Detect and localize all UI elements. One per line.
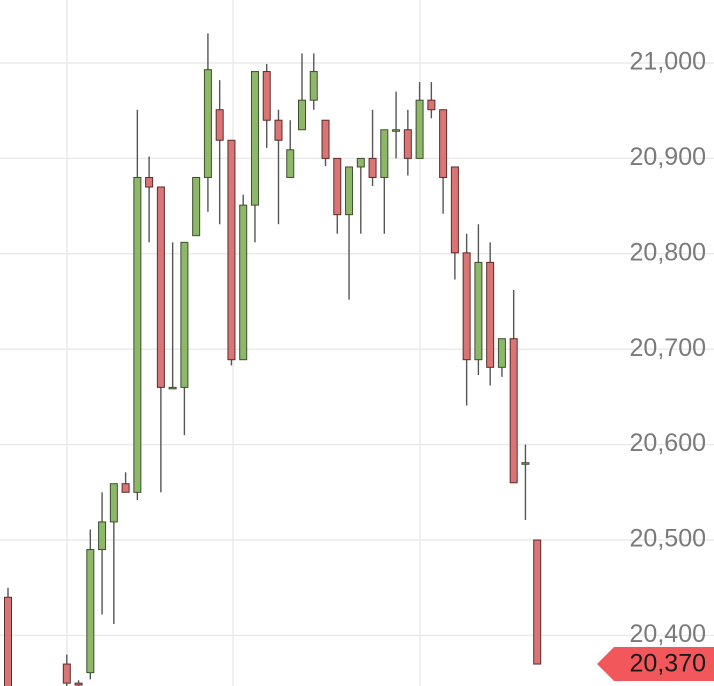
candle-body	[192, 176, 201, 237]
y-tick-label: 20,700	[630, 334, 706, 362]
candle-body	[145, 176, 154, 188]
candle-body	[380, 129, 389, 178]
candle-body	[392, 129, 401, 132]
candle-body	[321, 119, 330, 159]
candle-body	[274, 119, 283, 141]
y-tick-label: 20,500	[630, 525, 706, 553]
candle-body	[239, 204, 248, 361]
candle-body	[121, 483, 130, 493]
candle-body	[427, 99, 436, 111]
candle-body	[521, 462, 530, 465]
candle-body	[227, 139, 236, 361]
candle-body	[109, 483, 118, 523]
last-price-label: 20,370	[630, 650, 706, 678]
candle-body	[533, 539, 542, 665]
candle-body	[156, 186, 165, 388]
candle-body	[74, 682, 83, 686]
y-tick-label: 20,900	[630, 143, 706, 171]
candle-body	[168, 386, 177, 390]
candle-body	[4, 596, 12, 686]
candle-body	[62, 663, 71, 684]
candle-body	[286, 149, 295, 178]
candle-body	[345, 166, 354, 216]
candle-body	[333, 157, 342, 216]
candle-body	[98, 521, 107, 551]
candle-body	[450, 166, 459, 254]
y-tick-label: 20,400	[630, 620, 706, 648]
last-price-tag	[597, 647, 714, 682]
candle-body	[133, 176, 142, 493]
y-tick-label: 20,600	[630, 429, 706, 457]
candle-body	[474, 261, 483, 361]
candle-body	[439, 109, 448, 178]
candle-body	[309, 71, 318, 101]
candle-body	[250, 71, 259, 206]
candle-body	[415, 99, 424, 159]
candle-body	[509, 338, 518, 484]
candle-body	[86, 549, 95, 674]
candle-body	[356, 157, 365, 168]
candle-body	[368, 157, 377, 178]
candle-body	[215, 109, 224, 141]
candle-body	[403, 129, 412, 159]
y-tick-label: 20,800	[630, 238, 706, 266]
candle-body	[497, 338, 506, 368]
candle-body	[203, 69, 212, 178]
candle-body	[262, 71, 271, 121]
y-tick-label: 21,000	[630, 48, 706, 76]
candle-body	[298, 99, 306, 131]
candle-body	[462, 252, 471, 361]
candle-body	[180, 241, 189, 388]
candle-body	[486, 261, 495, 368]
